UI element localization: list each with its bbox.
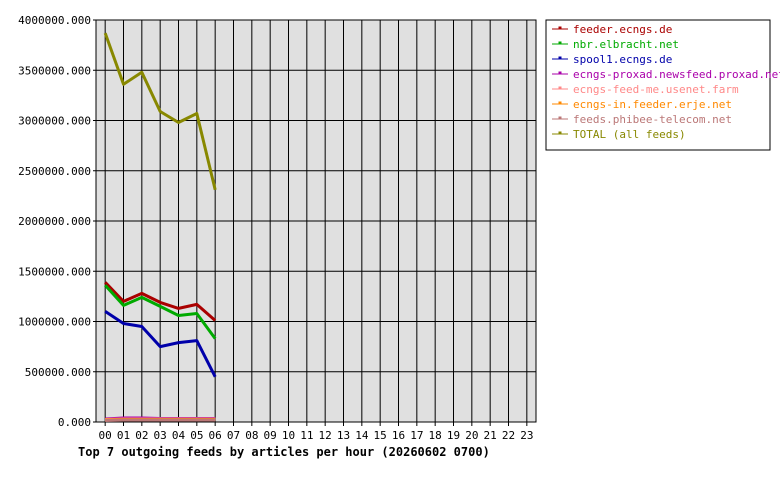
y-tick-label: 4000000.000 xyxy=(18,14,91,27)
x-tick-label: 15 xyxy=(374,429,387,442)
y-tick-label: 3500000.000 xyxy=(18,64,91,77)
legend-marker xyxy=(558,56,562,60)
x-tick-label: 11 xyxy=(300,429,313,442)
x-tick-label: 16 xyxy=(392,429,405,442)
legend-marker xyxy=(558,41,562,45)
series-line-2 xyxy=(104,310,217,378)
x-tick-label: 06 xyxy=(209,429,222,442)
x-tick-label: 20 xyxy=(465,429,478,442)
chart-title: Top 7 outgoing feeds by articles per hou… xyxy=(78,445,490,459)
y-axis-ticks: 0.000 500000.000 1000000.000 1500000.000 200… xyxy=(18,14,96,429)
x-tick-label: 09 xyxy=(264,429,277,442)
x-tick-label: 22 xyxy=(502,429,515,442)
x-tick-label: 00 xyxy=(99,429,112,442)
x-tick-label: 05 xyxy=(190,429,203,442)
y-tick-label: 2000000.000 xyxy=(18,215,91,228)
legend-label: spool1.ecngs.de xyxy=(573,53,672,66)
x-tick-label: 17 xyxy=(410,429,423,442)
y-tick-label: 1500000.000 xyxy=(18,265,91,278)
y-tick-label: 500000.000 xyxy=(25,366,91,379)
x-tick-label: 04 xyxy=(172,429,186,442)
series-line-6 xyxy=(105,418,216,422)
series-line-0 xyxy=(104,281,217,322)
grid xyxy=(96,19,536,423)
y-tick-label: 1000000.000 xyxy=(18,316,91,329)
series-line-7 xyxy=(103,32,217,191)
x-tick-label: 01 xyxy=(117,429,130,442)
x-tick-label: 21 xyxy=(484,429,497,442)
x-tick-label: 14 xyxy=(355,429,369,442)
legend-label: feeder.ecngs.de xyxy=(573,23,672,36)
legend-label: ecngs-in.feeder.erje.net xyxy=(573,98,732,111)
x-tick-label: 08 xyxy=(245,429,258,442)
legend-label: ecngs-feed-me.usenet.farm xyxy=(573,83,739,96)
legend-marker xyxy=(558,101,562,105)
legend-label: TOTAL (all feeds) xyxy=(573,128,686,141)
legend-marker xyxy=(558,86,562,90)
legend-label: feeds.phibee-telecom.net xyxy=(573,113,732,126)
legend-box xyxy=(545,19,771,151)
y-tick-label: 3000000.000 xyxy=(18,115,91,128)
x-tick-label: 12 xyxy=(319,429,332,442)
series-lines xyxy=(103,32,217,422)
x-tick-label: 19 xyxy=(447,429,460,442)
x-tick-label: 07 xyxy=(227,429,240,442)
legend-marker xyxy=(558,71,562,75)
x-tick-label: 03 xyxy=(154,429,167,442)
legend: feeder.ecngs.de nbr.elbracht.net spool1.ec… xyxy=(545,19,780,151)
x-tick-label: 02 xyxy=(135,429,148,442)
series-line-1 xyxy=(104,284,217,340)
y-tick-label: 0.000 xyxy=(58,416,91,429)
x-tick-label: 10 xyxy=(282,429,295,442)
legend-label: nbr.elbracht.net xyxy=(573,38,679,51)
legend-marker xyxy=(558,26,562,30)
legend-label: ecngs-proxad.newsfeed.proxad.net xyxy=(573,68,780,81)
legend-marker xyxy=(558,116,562,120)
legend-marker xyxy=(558,131,562,135)
y-tick-label: 2500000.000 xyxy=(18,165,91,178)
x-tick-label: 13 xyxy=(337,429,350,442)
x-axis-ticks: 00 01 02 03 04 05 06 07 08 09 10 11 12 13 14 15 16 17 18 19… xyxy=(99,422,533,442)
x-tick-label: 18 xyxy=(429,429,442,442)
x-tick-label: 23 xyxy=(520,429,533,442)
